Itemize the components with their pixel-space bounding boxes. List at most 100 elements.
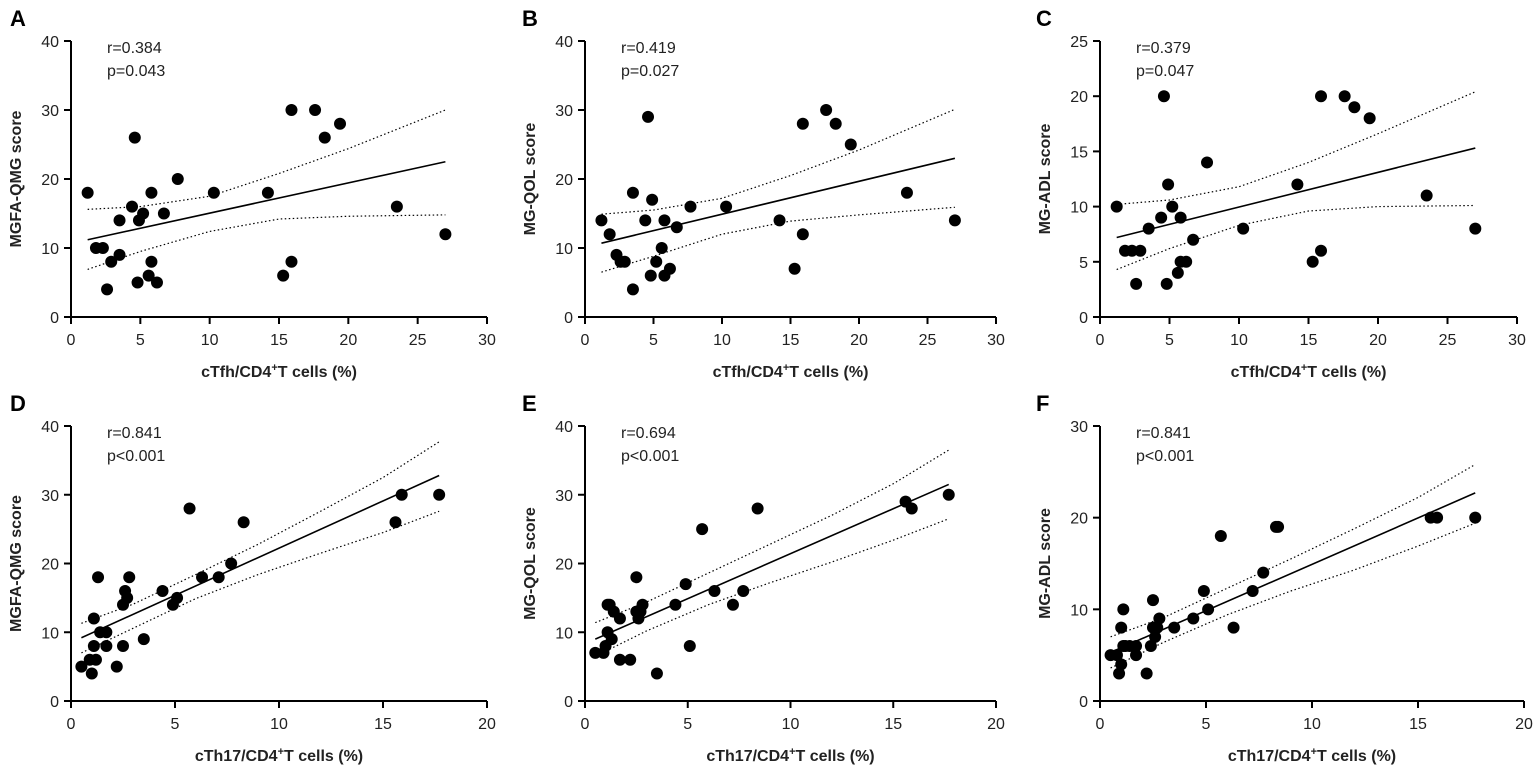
panel-c-data-point	[1110, 200, 1123, 213]
panel-e-x-tick-label: 15	[884, 716, 902, 733]
panel-a-x-tick-label: 0	[67, 332, 76, 349]
panel-a-data-point	[390, 200, 403, 213]
panel-e-x-axis-label: cTh17/CD4+T cells (%)	[706, 746, 874, 765]
panel-f: F 0 10 20 30 0 5 10 15 20 cTh17/CD4+T cells (%) MG-…	[1036, 391, 1533, 765]
panel-c-data-point	[1315, 90, 1328, 103]
panel-b-x-axis-label-sup: +	[783, 362, 789, 374]
panel-a-stat-p: p=0.043	[107, 63, 165, 80]
panel-a-data-point	[105, 255, 118, 268]
panel-b-data-point	[658, 214, 671, 227]
panel-a-letter: A	[10, 6, 26, 31]
panel-a-data-point	[113, 248, 126, 261]
panel-d-x-axis-label: cTh17/CD4+T cells (%)	[195, 746, 363, 765]
panel-b-data-point	[646, 193, 659, 206]
panel-a-x-tick-label: 20	[339, 332, 357, 349]
panel-b-data-point	[655, 242, 668, 254]
panel-b-ci-lower	[601, 206, 955, 273]
panel-a-y-tick-label: 0	[50, 310, 59, 327]
panel-d-x-axis-label-main: cTh17/CD4	[195, 748, 278, 765]
panel-e-ci-lower	[595, 518, 949, 657]
panel-b-y-tick-label: 20	[555, 172, 573, 189]
panel-e-x-tick-label: 5	[683, 716, 692, 733]
panel-c-data-point	[1237, 222, 1250, 235]
panel-e-data-point	[624, 653, 637, 666]
panel-e-data-point	[605, 633, 618, 646]
panel-b-letter: B	[522, 6, 538, 31]
panel-c-y-tick-label: 15	[1070, 144, 1088, 161]
panel-b-data-point	[844, 138, 857, 151]
panel-f-stat-p: p<0.001	[1136, 448, 1194, 465]
panel-f-y-tick-label: 0	[1079, 694, 1088, 711]
panel-f-regression-line	[1110, 492, 1476, 654]
panel-d-letter: D	[10, 391, 26, 416]
panel-b-x-axis-label-main: cTfh/CD4	[713, 364, 783, 381]
panel-c-letter: C	[1036, 6, 1052, 31]
panel-f-data-point	[1149, 630, 1162, 643]
panel-a: A 0 10 20 30 40 0 5 10 15 20 25 30 cTfh/CD4+T cells (…	[8, 6, 496, 381]
panel-b-y-axis-label: MG-QOL score	[522, 123, 539, 236]
panel-a-stat-r: r=0.384	[107, 40, 162, 57]
panel-a-x-axis-label: cTfh/CD4+T cells (%)	[201, 362, 357, 381]
panel-f-data-point	[1115, 621, 1128, 634]
panel-b-x-tick-label: 0	[581, 332, 590, 349]
panel-a-data-point	[142, 269, 155, 282]
panel-e-x-tick-label: 20	[987, 716, 1005, 733]
panel-f-x-axis-label-main: cTh17/CD4	[1228, 748, 1311, 765]
panel-f-letter: F	[1036, 391, 1049, 416]
panel-d-y-tick-label: 0	[50, 694, 59, 711]
panel-e-data-point	[613, 653, 626, 666]
panel-f-ci-lower	[1110, 522, 1476, 669]
panel-a-data-point	[150, 276, 163, 289]
panel-f-data-point	[1431, 511, 1444, 524]
panel-e-data-point	[636, 598, 649, 611]
panel-b-x-tick-label: 10	[713, 332, 731, 349]
panel-b-data-point	[670, 221, 683, 234]
panel-a-data-point	[131, 276, 144, 289]
panel-f-data-point	[1469, 511, 1482, 524]
panel-c-data-point	[1166, 200, 1179, 213]
panel-f-y-axis-label: MG-ADL score	[1037, 508, 1054, 619]
panel-a-data-point	[285, 255, 298, 268]
panel-d-data-point	[123, 571, 136, 584]
panel-e-data-point	[737, 585, 750, 597]
panel-a-y-tick-label: 40	[41, 34, 59, 51]
panel-e-data-point	[751, 502, 764, 515]
panel-c-data-point	[1171, 266, 1184, 279]
panel-a-data-point	[81, 186, 94, 199]
panel-f-x-axis-label: cTh17/CD4+T cells (%)	[1228, 746, 1396, 765]
panel-d-data-point	[212, 571, 225, 584]
panel-c-data-point	[1348, 101, 1361, 114]
panel-b-data-point	[642, 110, 655, 123]
panel-c-x-tick-label: 5	[1165, 332, 1174, 349]
panel-d-data-point	[171, 591, 184, 604]
panel-d-data-point	[100, 640, 113, 652]
panel-c-y-tick-label: 5	[1079, 255, 1088, 272]
panel-d-data-point	[100, 626, 113, 639]
panel-f-data-point	[1147, 594, 1159, 607]
panel-f-data-point	[1227, 621, 1240, 634]
panel-a-y-tick-label: 10	[41, 241, 59, 258]
panel-f-data-point	[1110, 649, 1123, 662]
panel-f-x-tick-label: 0	[1096, 716, 1105, 733]
panel-d-y-axis-label: MGFA-QMG score	[8, 495, 25, 632]
panel-d-y-tick-label: 40	[41, 419, 59, 436]
panel-a-data-point	[137, 207, 150, 220]
panel-b-x-tick-label: 30	[987, 332, 1005, 349]
panel-f-data-point	[1257, 566, 1270, 579]
panel-f-data-point	[1144, 640, 1157, 652]
panel-c-x-tick-label: 15	[1300, 332, 1318, 349]
panel-a-data-point	[277, 269, 290, 282]
panel-d: D 0 10 20 30 40 0 5 10 15 20 cTh17/CD4+T cells (%) M…	[8, 391, 496, 765]
panel-b-data-point	[603, 228, 616, 241]
panel-e-data-point	[679, 578, 692, 591]
panel-b-data-point	[618, 255, 631, 268]
panel-c-ci-upper	[1116, 91, 1476, 205]
panel-d-data-point	[389, 516, 402, 529]
panel-b-data-point	[684, 200, 697, 213]
panel-c-data-point	[1291, 178, 1304, 191]
panel-b-data-point	[626, 186, 639, 199]
panel-e-data-point	[942, 488, 955, 501]
panel-d-x-axis-label-tail: T cells (%)	[284, 748, 363, 765]
panel-a-x-tick-label: 25	[409, 332, 427, 349]
panel-f-data-point	[1202, 603, 1215, 616]
